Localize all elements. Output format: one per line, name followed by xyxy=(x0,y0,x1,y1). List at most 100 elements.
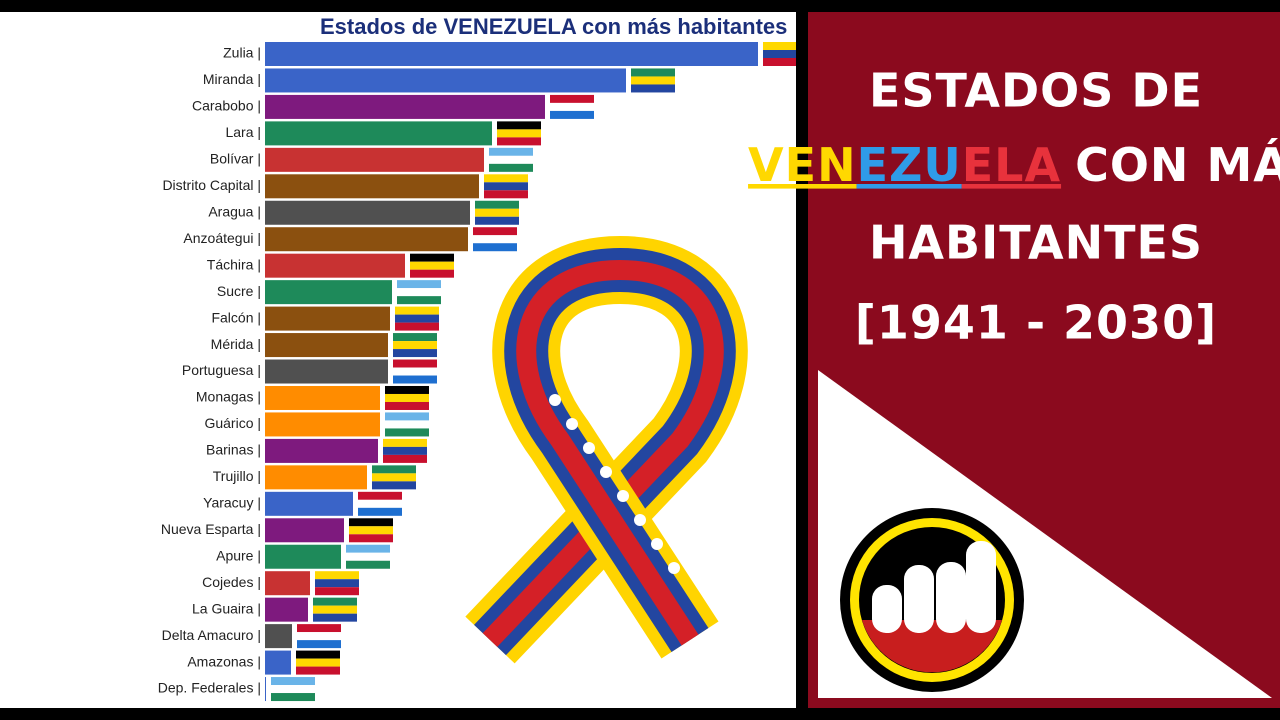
bar xyxy=(265,306,390,331)
flag xyxy=(484,174,528,199)
bar xyxy=(265,200,470,225)
flag xyxy=(385,385,429,410)
flag-stripe xyxy=(550,94,594,103)
flag-stripe xyxy=(297,632,341,641)
bar xyxy=(265,597,308,622)
flag-stripe xyxy=(315,587,359,596)
flag-stripe xyxy=(315,579,359,588)
flag xyxy=(763,42,796,66)
flag xyxy=(349,518,393,543)
chart-title: Estados de VENEZUELA con más habitantes xyxy=(320,14,787,39)
flag xyxy=(631,68,675,93)
flag xyxy=(372,465,416,490)
flag-stripe xyxy=(484,174,528,183)
category-label: Cojedes | xyxy=(202,574,261,590)
flag-stripe xyxy=(395,322,439,331)
category-label: Sucre | xyxy=(217,283,261,299)
word-part: EZU xyxy=(857,138,962,192)
flag-stripe xyxy=(296,658,340,667)
flag-stripe xyxy=(385,412,429,421)
flag-stripe xyxy=(393,349,437,358)
bar xyxy=(265,385,380,410)
flag-stripe xyxy=(358,491,402,500)
flag-stripe xyxy=(475,200,519,209)
flag-stripe xyxy=(358,499,402,508)
category-label: Monagas | xyxy=(196,389,261,405)
ribbon-star xyxy=(634,514,646,526)
flag-stripe xyxy=(475,208,519,217)
flag-stripe xyxy=(385,420,429,429)
category-label: Trujillo | xyxy=(213,468,261,484)
banner-line: HABITANTES xyxy=(869,216,1203,270)
category-label: Táchira | xyxy=(207,256,261,272)
bar xyxy=(265,121,492,146)
category-label: Anzoátegui | xyxy=(183,230,261,246)
ribbon-band xyxy=(516,260,699,646)
flag xyxy=(475,200,519,225)
flag-stripe xyxy=(313,613,357,622)
flag-stripe xyxy=(372,481,416,490)
flag xyxy=(315,571,359,596)
flag xyxy=(297,624,341,649)
flag-stripe xyxy=(393,333,437,342)
flag-stripe xyxy=(393,341,437,350)
flag-stripe xyxy=(349,518,393,527)
flag xyxy=(497,121,541,146)
flag-stripe xyxy=(271,693,315,702)
category-label: Portuguesa | xyxy=(182,362,261,378)
ribbon-star xyxy=(651,538,663,550)
flag-stripe xyxy=(397,288,441,297)
bar xyxy=(265,174,479,199)
bar xyxy=(265,438,378,463)
flag-stripe xyxy=(631,76,675,85)
banner-line: VENEZUELA CON MÁS xyxy=(748,138,1280,192)
flag-stripe xyxy=(763,42,796,50)
flag-stripe xyxy=(395,314,439,323)
flag-stripe xyxy=(385,385,429,394)
category-label: Nueva Esparta | xyxy=(161,521,261,537)
bar xyxy=(265,412,380,437)
bar xyxy=(265,359,388,384)
category-label: Mérida | xyxy=(211,336,261,352)
flag xyxy=(410,253,454,278)
category-label: Miranda | xyxy=(203,71,261,87)
category-label: Dep. Federales | xyxy=(158,680,261,696)
word-part: VEN xyxy=(748,138,857,192)
flag xyxy=(296,650,340,675)
flag xyxy=(393,359,437,384)
category-label: Delta Amacuro | xyxy=(162,627,261,643)
flag xyxy=(550,94,594,119)
flag-stripe xyxy=(397,296,441,305)
ribbon-star xyxy=(617,490,629,502)
flag xyxy=(393,333,437,358)
flag-stripe xyxy=(393,359,437,368)
flag-stripe xyxy=(296,666,340,675)
banner-line: [1941 - 2030] xyxy=(855,296,1217,350)
bar xyxy=(265,624,292,649)
flag-stripe xyxy=(497,137,541,146)
flag-stripe xyxy=(550,102,594,111)
category-label: Barinas | xyxy=(206,442,261,458)
flag-stripe xyxy=(489,147,533,156)
flag-stripe xyxy=(346,544,390,553)
flag xyxy=(473,227,517,252)
bar xyxy=(265,650,291,675)
bar xyxy=(265,491,353,516)
flag-stripe xyxy=(383,454,427,463)
bar xyxy=(265,253,405,278)
flag-stripe xyxy=(271,685,315,694)
ribbon xyxy=(465,236,748,664)
flag-stripe xyxy=(383,438,427,447)
flag-stripe xyxy=(473,227,517,236)
flag xyxy=(271,677,315,702)
flag-stripe xyxy=(631,68,675,77)
ribbon-star xyxy=(668,562,680,574)
flag-stripe xyxy=(385,428,429,437)
flag-stripe xyxy=(497,121,541,130)
banner-title: ESTADOS DE VENEZUELA CON MÁS HABITANTES [… xyxy=(748,64,1280,350)
bar xyxy=(265,571,310,596)
flag-stripe xyxy=(410,269,454,278)
flag-stripe xyxy=(346,560,390,569)
